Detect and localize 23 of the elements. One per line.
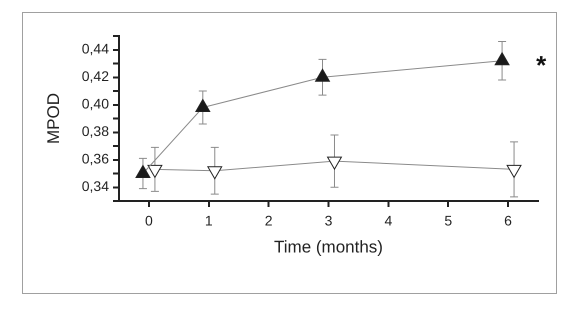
y-tick-label: 0,36 bbox=[82, 150, 110, 167]
x-tick-label: 4 bbox=[384, 212, 392, 228]
y-tick-label: 0,44 bbox=[82, 40, 110, 57]
point bbox=[494, 52, 510, 66]
x-tick-label: 1 bbox=[204, 212, 213, 228]
y-tick-label: 0,38 bbox=[82, 123, 110, 140]
x-axis-title: Time (months) bbox=[274, 237, 383, 256]
y-tick-label: 0,42 bbox=[82, 68, 110, 84]
point bbox=[207, 166, 222, 180]
point bbox=[315, 68, 330, 82]
y-tick-label: 0,34 bbox=[82, 178, 110, 194]
y-tick-label: 0,40 bbox=[82, 96, 110, 112]
x-tick-label: 5 bbox=[444, 212, 452, 228]
x-tick-label: 2 bbox=[264, 212, 273, 228]
point bbox=[195, 99, 210, 112]
x-tick-label: 3 bbox=[324, 212, 333, 228]
annotation: * bbox=[536, 50, 548, 80]
point bbox=[147, 164, 162, 178]
x-tick-label: 0 bbox=[145, 212, 154, 228]
point bbox=[327, 156, 342, 170]
point bbox=[506, 164, 522, 178]
x-tick-label: 6 bbox=[504, 212, 512, 228]
y-axis-title: MPOD bbox=[44, 93, 63, 144]
